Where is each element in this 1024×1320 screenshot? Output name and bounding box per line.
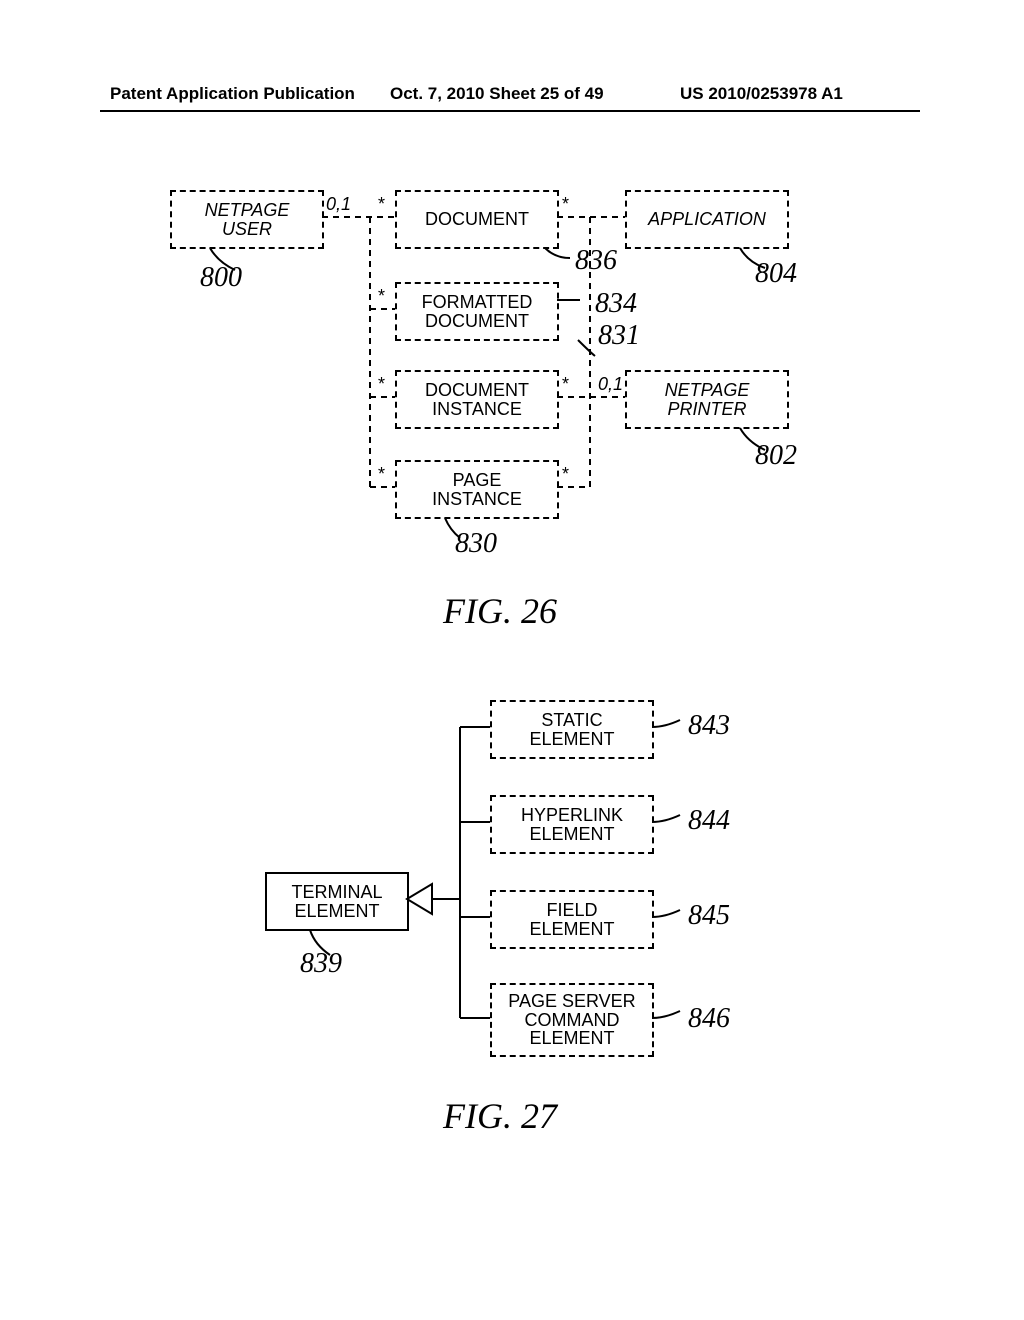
ref-844: 844 (688, 805, 730, 837)
fig27-caption: FIG. 27 (400, 1095, 600, 1137)
fig27-connectors (0, 0, 1024, 1200)
ref-846: 846 (688, 1003, 730, 1035)
ref-843: 843 (688, 710, 730, 742)
ref-845: 845 (688, 900, 730, 932)
ref-839: 839 (300, 948, 342, 980)
